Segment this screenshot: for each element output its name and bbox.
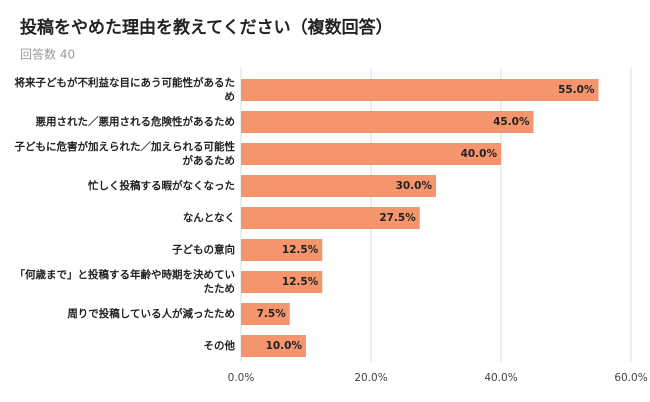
value-label: 12.5% (282, 244, 319, 256)
bar (241, 79, 599, 101)
bar (241, 207, 420, 229)
bar (241, 175, 436, 197)
y-tick-label: 周りで投稿している人が減ったため (67, 307, 235, 320)
y-tick-label: 子どもの意向 (172, 243, 235, 256)
y-tick-label: 悪用された／悪用される危険性があるため (36, 115, 236, 128)
bar (241, 143, 501, 165)
bar (241, 111, 534, 133)
y-tick-label: 「何歳まで」と投稿する年齢や時期を決めていたため (15, 268, 236, 295)
value-label: 45.0% (493, 116, 530, 128)
value-label: 27.5% (379, 212, 416, 224)
value-label: 7.5% (257, 308, 287, 320)
bar (241, 303, 290, 325)
value-label: 30.0% (396, 180, 433, 192)
chart-title: 投稿をやめた理由を教えてください（複数回答） (20, 17, 393, 38)
value-label: 55.0% (558, 84, 595, 96)
x-tick-label: 0.0% (228, 372, 255, 384)
x-tick-label: 40.0% (484, 372, 517, 384)
y-tick-label: その他 (204, 339, 236, 352)
bar (241, 335, 306, 357)
value-label: 12.5% (282, 276, 319, 288)
x-tick-label: 60.0% (614, 372, 647, 384)
y-tick-label: 子どもに危害が加えられた／加えられる可能性があるため (15, 140, 236, 167)
y-tick-label: なんとなく (183, 212, 235, 224)
chart-subtitle: 回答数 40 (20, 47, 75, 62)
bar (241, 271, 323, 293)
x-tick-label: 20.0% (354, 372, 387, 384)
value-label: 40.0% (461, 148, 498, 160)
value-label: 10.0% (266, 340, 303, 352)
bar (241, 239, 323, 261)
y-tick-label: 将来子どもが不利益な目にあう可能性があるため (15, 76, 236, 103)
y-tick-label: 忙しく投稿する暇がなくなった (87, 179, 235, 192)
